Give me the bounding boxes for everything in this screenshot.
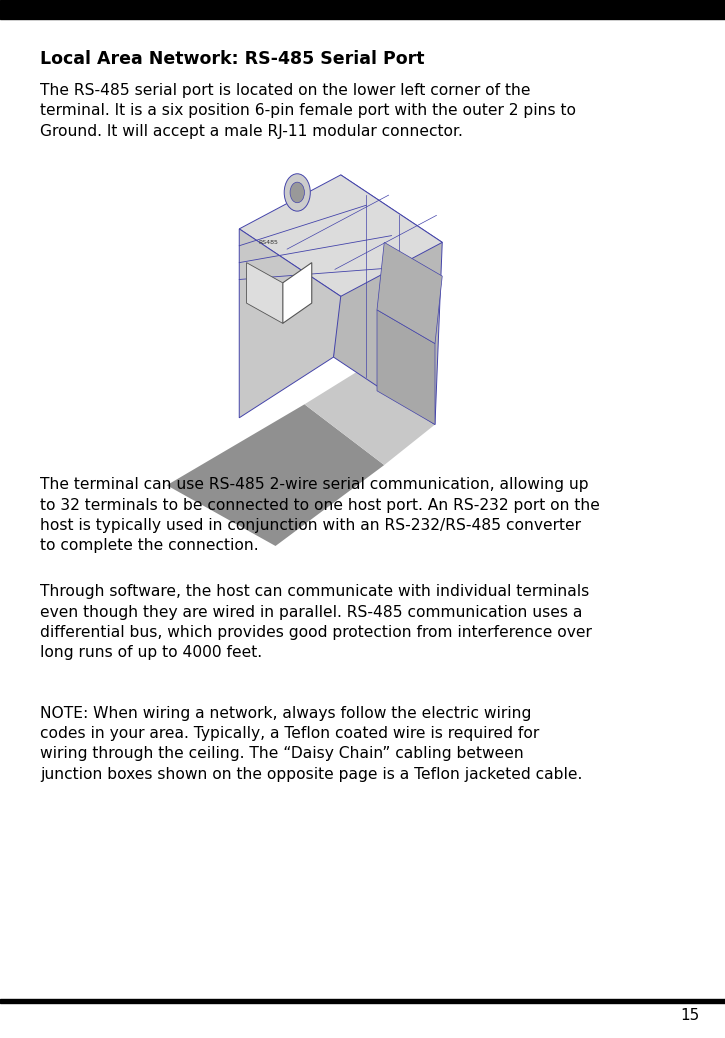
Bar (0, 999, 725, 1003)
Text: wiring through the ceiling. The “Daisy Chain” cabling between: wiring through the ceiling. The “Daisy C… (40, 746, 523, 761)
Text: terminal. It is a six position 6-pin female port with the outer 2 pins to: terminal. It is a six position 6-pin fem… (40, 103, 576, 118)
Polygon shape (334, 175, 442, 425)
Polygon shape (239, 229, 341, 418)
Text: to 32 terminals to be connected to one host port. An RS-232 port on the: to 32 terminals to be connected to one h… (40, 497, 600, 513)
Text: to complete the connection.: to complete the connection. (40, 538, 259, 553)
Text: Ground. It will accept a male RJ-11 modular connector.: Ground. It will accept a male RJ-11 modu… (40, 124, 463, 138)
Text: The RS-485 serial port is located on the lower left corner of the: The RS-485 serial port is located on the… (40, 83, 531, 98)
Circle shape (284, 173, 310, 211)
Circle shape (290, 183, 304, 202)
Text: long runs of up to 4000 feet.: long runs of up to 4000 feet. (40, 645, 262, 660)
Text: codes in your area. Typically, a Teflon coated wire is required for: codes in your area. Typically, a Teflon … (40, 727, 539, 741)
Text: Through software, the host can communicate with individual terminals: Through software, the host can communica… (40, 584, 589, 599)
Bar (0, 0, 725, 19)
Polygon shape (377, 243, 442, 344)
Text: The terminal can use RS-485 2-wire serial communication, allowing up: The terminal can use RS-485 2-wire seria… (40, 477, 589, 492)
Text: Local Area Network: RS-485 Serial Port: Local Area Network: RS-485 Serial Port (40, 50, 424, 67)
Text: RS485: RS485 (258, 240, 278, 245)
Text: junction boxes shown on the opposite page is a Teflon jacketed cable.: junction boxes shown on the opposite pag… (40, 766, 582, 782)
Polygon shape (239, 175, 442, 297)
Polygon shape (304, 364, 435, 465)
Text: differential bus, which provides good protection from interference over: differential bus, which provides good pr… (40, 625, 592, 639)
Text: host is typically used in conjunction with an RS-232/RS-485 converter: host is typically used in conjunction wi… (40, 518, 581, 532)
Polygon shape (247, 263, 283, 324)
Polygon shape (283, 263, 312, 324)
Text: even though they are wired in parallel. RS-485 communication uses a: even though they are wired in parallel. … (40, 604, 582, 620)
Text: 15: 15 (680, 1008, 700, 1022)
Polygon shape (377, 310, 435, 425)
Polygon shape (167, 405, 384, 546)
Text: NOTE: When wiring a network, always follow the electric wiring: NOTE: When wiring a network, always foll… (40, 706, 531, 720)
